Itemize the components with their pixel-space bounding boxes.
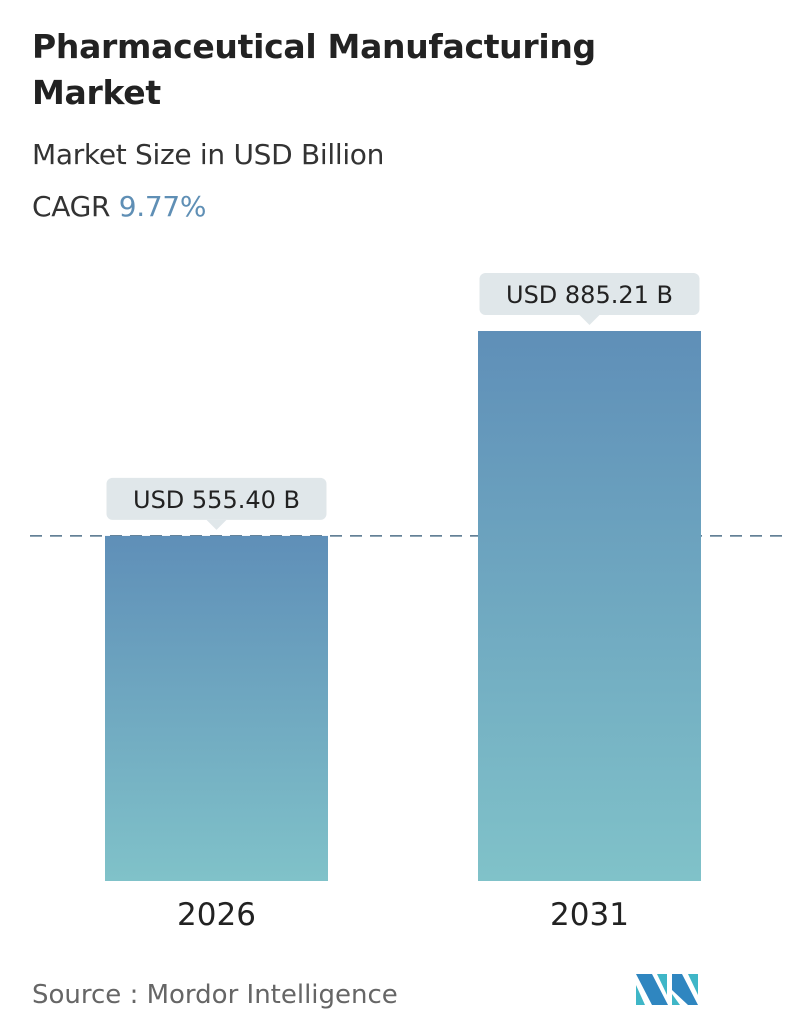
data-label-pointer bbox=[206, 519, 227, 530]
data-label: USD 555.40 B bbox=[133, 486, 300, 514]
chart-title: Pharmaceutical Manufacturing Market bbox=[32, 27, 596, 112]
cagr-label: CAGR bbox=[32, 190, 111, 223]
bar-2031 bbox=[478, 331, 701, 881]
data-label: USD 885.21 B bbox=[506, 281, 673, 309]
data-label-box bbox=[106, 477, 327, 520]
x-tick-label: 2026 bbox=[177, 897, 256, 933]
source-text: Source : Mordor Intelligence bbox=[32, 980, 398, 1010]
data-label-pointer bbox=[579, 315, 600, 325]
cagr: CAGR 9.77% bbox=[32, 190, 207, 223]
bar-2026 bbox=[105, 535, 328, 881]
cagr-value: 9.77% bbox=[118, 190, 207, 223]
chart-subtitle: Market Size in USD Billion bbox=[32, 138, 385, 171]
data-label-box bbox=[479, 273, 700, 315]
x-tick-label: 2031 bbox=[550, 897, 629, 933]
